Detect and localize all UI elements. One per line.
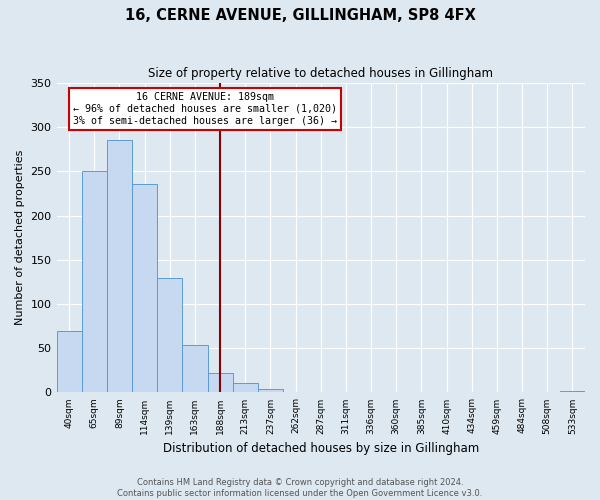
Bar xyxy=(258,389,283,392)
Bar xyxy=(132,184,157,392)
Y-axis label: Number of detached properties: Number of detached properties xyxy=(15,150,25,326)
Bar xyxy=(157,278,182,392)
X-axis label: Distribution of detached houses by size in Gillingham: Distribution of detached houses by size … xyxy=(163,442,479,455)
Bar xyxy=(82,170,107,392)
Text: Contains HM Land Registry data © Crown copyright and database right 2024.
Contai: Contains HM Land Registry data © Crown c… xyxy=(118,478,482,498)
Bar xyxy=(56,332,82,392)
Bar xyxy=(560,390,585,392)
Bar xyxy=(208,373,233,392)
Text: 16, CERNE AVENUE, GILLINGHAM, SP8 4FX: 16, CERNE AVENUE, GILLINGHAM, SP8 4FX xyxy=(125,8,475,22)
Bar xyxy=(233,382,258,392)
Title: Size of property relative to detached houses in Gillingham: Size of property relative to detached ho… xyxy=(148,68,493,80)
Bar xyxy=(107,140,132,392)
Bar xyxy=(182,344,208,393)
Text: 16 CERNE AVENUE: 189sqm
← 96% of detached houses are smaller (1,020)
3% of semi-: 16 CERNE AVENUE: 189sqm ← 96% of detache… xyxy=(73,92,337,126)
